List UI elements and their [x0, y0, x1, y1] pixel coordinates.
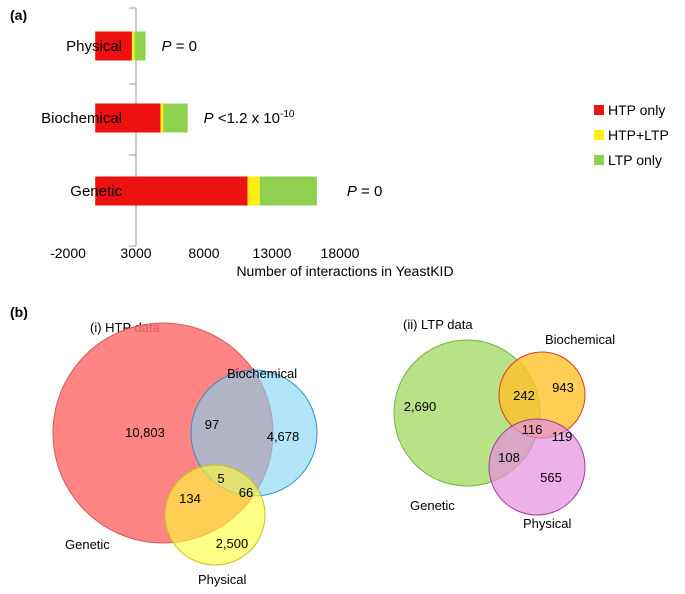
htp-physical-circle [164, 464, 266, 566]
x-tick-label: 3000 [120, 245, 151, 261]
bar-segment [163, 103, 188, 133]
htp-venn-diagram: (i) HTP data 10,803 97 4,678 5 66 134 2,… [52, 320, 318, 587]
ltp-genetic-biochemical-count: 242 [513, 388, 535, 403]
htp-genetic-only-count: 10,803 [125, 425, 165, 440]
category-label: Biochemical [41, 110, 122, 127]
category-label: Genetic [70, 183, 122, 200]
htp-genetic-biochemical-count: 97 [205, 417, 219, 432]
p-value-annotation: P = 0 [347, 183, 382, 200]
htp-genetic-physical-count: 134 [179, 491, 201, 506]
ltp-biochemical-physical-count: 119 [552, 429, 573, 444]
x-tick-label: 18000 [321, 245, 360, 261]
ltp-genetic-physical-count: 108 [498, 450, 520, 465]
ltp-physical-only-count: 565 [540, 470, 562, 485]
legend-swatch [594, 105, 604, 115]
bar-segment [160, 103, 164, 133]
legend-label: HTP+LTP [608, 127, 669, 143]
ltp-venn-title: (ii) LTP data [403, 317, 473, 332]
htp-genetic-set-label: Genetic [65, 537, 110, 552]
htp-biochemical-set-label: Biochemical [227, 366, 297, 381]
bar-segment [95, 31, 132, 61]
ltp-venn-diagram: (ii) LTP data 2,690 242 943 116 119 108 … [393, 317, 615, 531]
bar-segment [131, 31, 135, 61]
htp-biochemical-only-count: 4,678 [267, 429, 300, 444]
x-tick-label: 8000 [188, 245, 219, 261]
legend-label: HTP only [608, 102, 665, 118]
panel-a-label: (a) [10, 7, 27, 23]
p-value-annotation: P = 0 [162, 38, 197, 55]
ltp-genetic-only-count: 2,690 [404, 399, 437, 414]
legend-swatch [594, 155, 604, 165]
ltp-genetic-set-label: Genetic [410, 498, 455, 513]
htp-physical-only-count: 2,500 [216, 536, 249, 551]
legend-label: LTP only [608, 152, 662, 168]
htp-physical-set-label: Physical [198, 572, 247, 587]
panel-b-label: (b) [10, 304, 28, 320]
legend: HTP only HTP+LTP LTP only [594, 102, 669, 168]
bar-segment [95, 103, 161, 133]
category-label: Physical [66, 38, 122, 55]
bar-segment [259, 176, 317, 206]
ltp-biochemical-only-count: 943 [552, 380, 574, 395]
x-axis-label: Number of interactions in YeastKID [236, 263, 453, 279]
p-value-annotation: P <1.2 x 10-10 [204, 109, 295, 127]
bar-segment [95, 176, 248, 206]
ltp-biochemical-set-label: Biochemical [545, 332, 615, 347]
x-tick-label: -2000 [50, 245, 86, 261]
x-tick-label: 13000 [253, 245, 292, 261]
htp-all-three-count: 5 [217, 471, 224, 486]
ltp-physical-set-label: Physical [523, 516, 572, 531]
ltp-all-three-count: 116 [522, 422, 543, 437]
ltp-physical-circle [488, 418, 586, 516]
bar-segment [134, 31, 146, 61]
legend-swatch [594, 130, 604, 140]
bar-segment [247, 176, 260, 206]
htp-biochemical-physical-count: 66 [239, 485, 253, 500]
stacked-bar-chart: Physical Biochemical Genetic P = 0 P <1.2 x… [41, 7, 454, 279]
